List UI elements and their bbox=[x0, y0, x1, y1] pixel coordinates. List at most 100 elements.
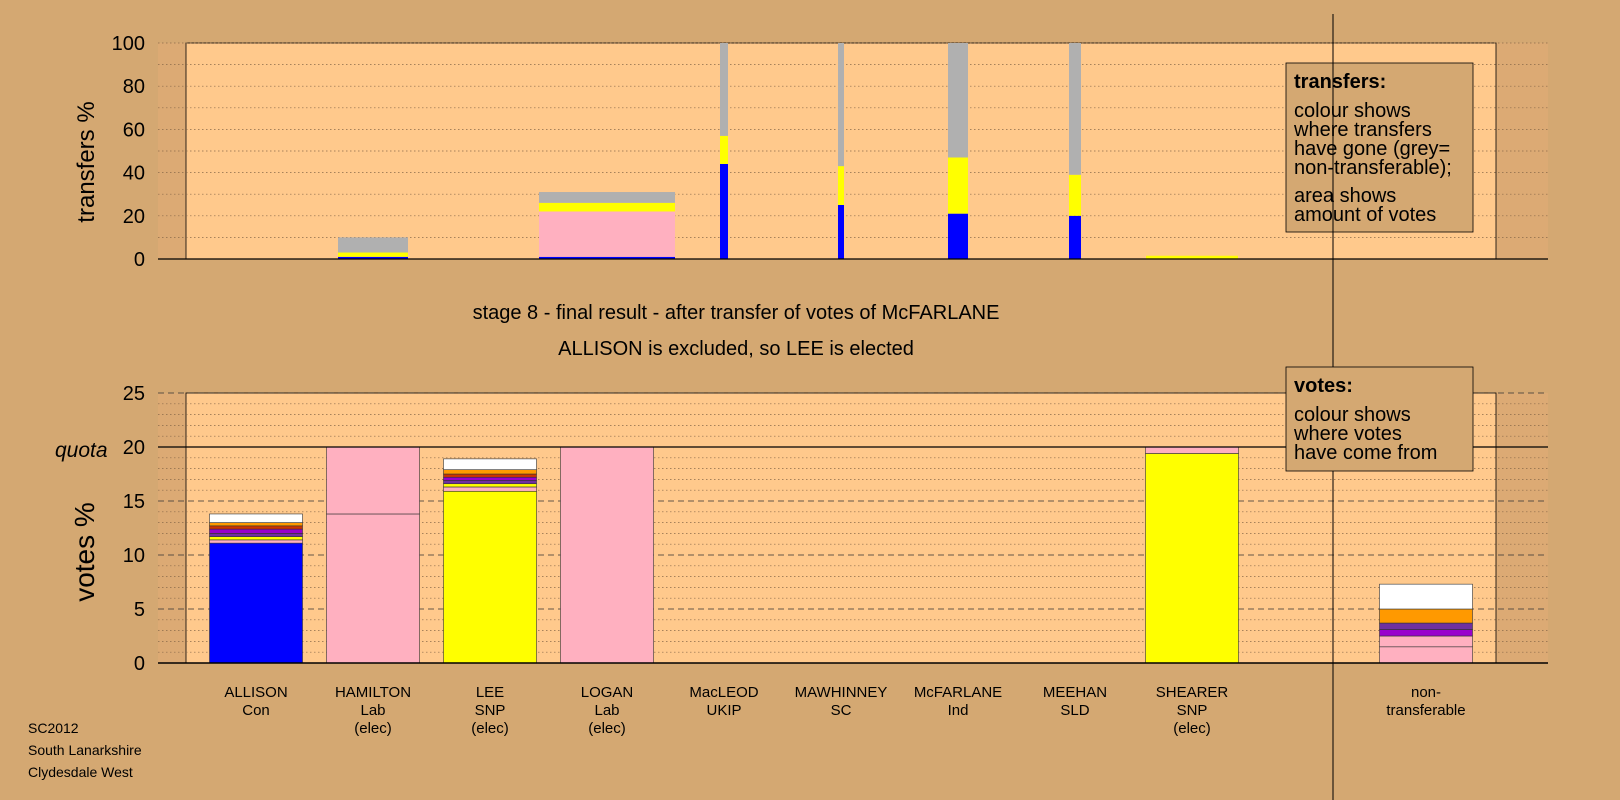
transfer-bar-segment bbox=[720, 163, 728, 259]
transfer-bar-segment bbox=[948, 43, 968, 158]
vote-bar-segment bbox=[209, 533, 303, 537]
transfers-legend-line: area shows bbox=[1294, 185, 1396, 207]
transfer-bar-segment bbox=[720, 135, 728, 164]
category-label: (elec) bbox=[588, 720, 626, 737]
votes-legend-title: votes: bbox=[1294, 375, 1353, 397]
vote-bar-segment bbox=[209, 525, 303, 530]
vote-bar-segment bbox=[443, 490, 537, 664]
footer-line-1: SC2012 bbox=[28, 720, 79, 736]
vote-bar-segment bbox=[209, 539, 303, 544]
vote-bar-segment bbox=[443, 476, 537, 481]
category-label: Lab bbox=[360, 702, 385, 719]
category-label: ALLISON bbox=[224, 684, 287, 701]
transfers-tick-label: 20 bbox=[123, 206, 145, 228]
vote-bar-segment bbox=[443, 483, 537, 488]
category-label: McFARLANE bbox=[914, 684, 1002, 701]
category-label: SLD bbox=[1060, 702, 1089, 719]
chart-title: stage 8 - final result - after transfer … bbox=[473, 302, 1000, 324]
transfer-bar-segment bbox=[1069, 215, 1081, 259]
votes-tick-label: 25 bbox=[123, 383, 145, 405]
category-label: HAMILTON bbox=[335, 684, 411, 701]
transfers-legend-line: colour shows bbox=[1294, 100, 1411, 122]
vote-bar-segment bbox=[326, 446, 420, 515]
transfer-bar-segment bbox=[338, 252, 408, 257]
vote-bar-segment bbox=[209, 522, 303, 527]
vote-bar-segment bbox=[209, 513, 303, 523]
transfer-bar-segment bbox=[539, 211, 675, 257]
transfers-legend-box bbox=[1285, 62, 1474, 233]
quota-label: quota bbox=[55, 439, 108, 462]
transfer-bar-segment bbox=[338, 237, 408, 253]
votes-legend-line: colour shows bbox=[1294, 404, 1411, 426]
chart-subtitle: ALLISON is excluded, so LEE is elected bbox=[558, 338, 914, 360]
transfer-bar-segment bbox=[539, 202, 675, 212]
category-label: SNP bbox=[475, 702, 506, 719]
votes-tick-label: 20 bbox=[123, 437, 145, 459]
category-label: Con bbox=[242, 702, 270, 719]
category-label: SHEARER bbox=[1156, 684, 1229, 701]
vote-bar-segment bbox=[443, 469, 537, 475]
category-label: transferable bbox=[1386, 702, 1465, 719]
vote-bar-segment bbox=[1379, 622, 1473, 630]
footer-line-3: Clydesdale West bbox=[28, 764, 133, 780]
transfer-bar-segment bbox=[1069, 43, 1081, 175]
vote-bar-segment bbox=[209, 536, 303, 541]
transfer-bar-segment bbox=[539, 192, 675, 203]
vote-bar-segment bbox=[443, 473, 537, 478]
vote-bar-segment bbox=[1145, 453, 1239, 664]
category-label: MAWHINNEY bbox=[795, 684, 888, 701]
votes-tick-label: 5 bbox=[134, 599, 145, 621]
vote-bar-segment bbox=[1145, 446, 1239, 454]
transfers-legend-line: where transfers bbox=[1293, 119, 1432, 141]
transfers-axis-label: transfers % bbox=[73, 101, 100, 222]
vote-bar-segment bbox=[443, 480, 537, 485]
category-label: MacLEOD bbox=[689, 684, 758, 701]
vote-bar-segment bbox=[209, 542, 303, 664]
category-label: UKIP bbox=[706, 702, 741, 719]
votes-legend-line: have come from bbox=[1294, 442, 1437, 464]
vote-bar-segment bbox=[326, 513, 420, 664]
transfer-bar-segment bbox=[338, 256, 408, 259]
transfers-tick-label: 0 bbox=[134, 249, 145, 271]
transfer-bar-segment bbox=[1146, 255, 1238, 259]
votes-tick-label: 0 bbox=[134, 653, 145, 675]
vote-bar-segment bbox=[1379, 646, 1473, 664]
vote-bar-segment bbox=[560, 446, 654, 664]
transfer-bar-segment bbox=[838, 205, 844, 259]
category-label: LEE bbox=[476, 684, 504, 701]
votes-panel: 0510152025ALLISONConHAMILTONLab(elec)LEE… bbox=[123, 14, 1548, 800]
category-label: SC bbox=[831, 702, 852, 719]
category-label: (elec) bbox=[1173, 720, 1211, 737]
transfers-tick-label: 40 bbox=[123, 163, 145, 185]
transfers-tick-label: 60 bbox=[123, 119, 145, 141]
transfers-tick-label: 100 bbox=[112, 33, 145, 55]
category-label: (elec) bbox=[354, 720, 392, 737]
category-label: MEEHAN bbox=[1043, 684, 1107, 701]
category-label: (elec) bbox=[471, 720, 509, 737]
votes-tick-label: 15 bbox=[123, 491, 145, 513]
vote-bar-segment bbox=[209, 528, 303, 534]
category-label: non- bbox=[1411, 684, 1441, 701]
vote-bar-segment bbox=[1379, 583, 1473, 610]
votes-tick-label: 10 bbox=[123, 545, 145, 567]
vote-bar-segment bbox=[1379, 635, 1473, 648]
transfer-bar-segment bbox=[948, 213, 968, 259]
vote-bar-segment bbox=[1379, 608, 1473, 624]
vote-bar-segment bbox=[1379, 629, 1473, 637]
votes-axis-label: votes % bbox=[69, 502, 100, 602]
vote-bar-segment bbox=[443, 458, 537, 470]
category-label: Lab bbox=[594, 702, 619, 719]
transfers-panel: 0 20 40 60 80 100 transfers: colour showswhere … bbox=[112, 33, 1548, 271]
category-label: SNP bbox=[1177, 702, 1208, 719]
transfer-bar-segment bbox=[539, 256, 675, 259]
transfers-legend-title: transfers: bbox=[1294, 71, 1386, 93]
transfer-bar-segment bbox=[720, 43, 728, 136]
transfers-tick-label: 80 bbox=[123, 76, 145, 98]
vote-bar-segment bbox=[443, 486, 537, 492]
votes-legend-line: where votes bbox=[1293, 423, 1402, 445]
transfer-bar-segment bbox=[838, 43, 844, 167]
transfer-bar-segment bbox=[1069, 174, 1081, 216]
footer-line-2: South Lanarkshire bbox=[28, 742, 142, 758]
votes-legend-box bbox=[1285, 366, 1474, 472]
